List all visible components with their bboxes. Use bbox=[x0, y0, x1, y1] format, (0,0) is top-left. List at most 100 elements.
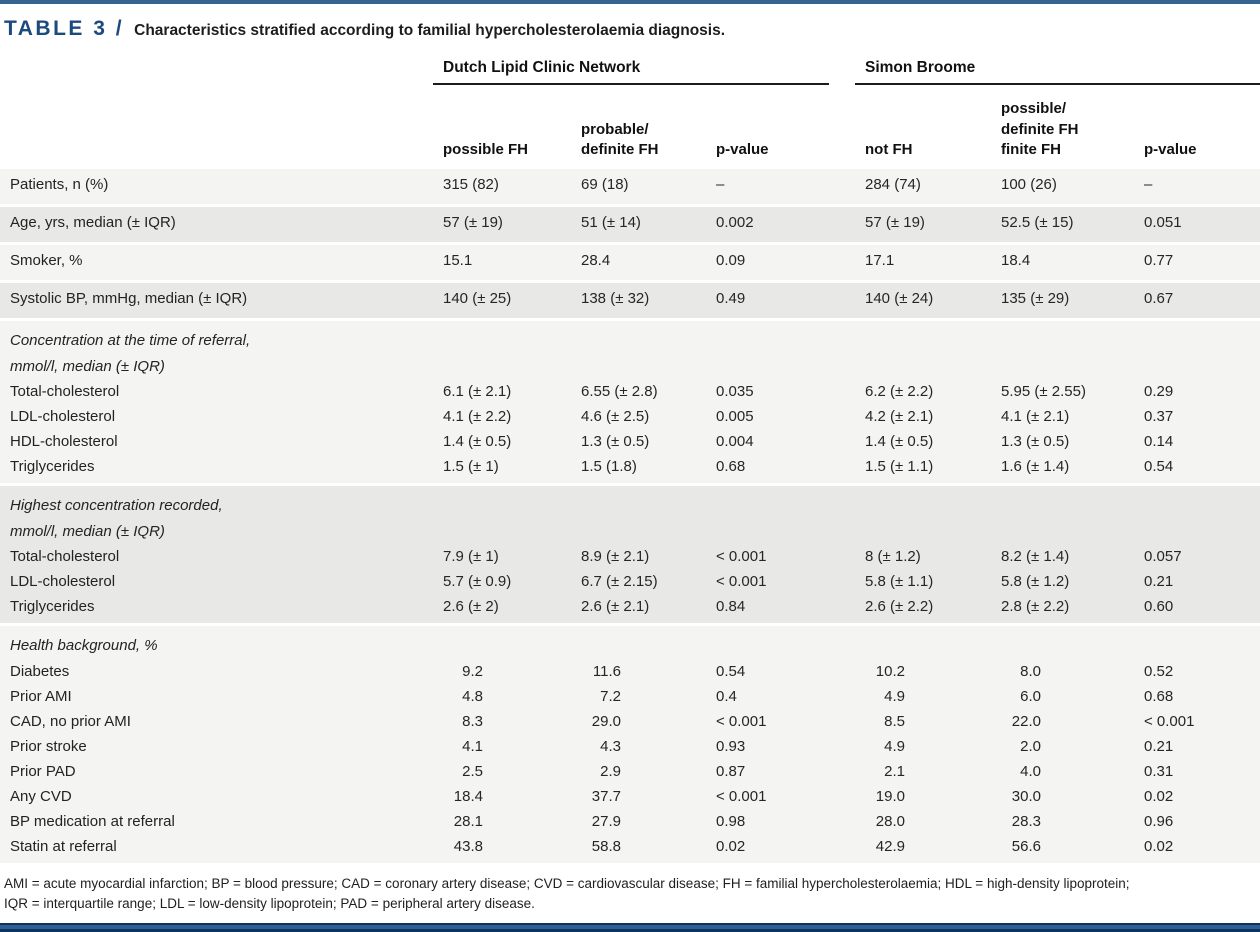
cell-value: 0.96 bbox=[1144, 812, 1174, 830]
cell-value: 5.7 (± 0.9) bbox=[443, 573, 512, 591]
cell-value: 4.0 bbox=[991, 761, 1134, 783]
cell-value: 28.4 bbox=[581, 251, 611, 269]
cell-value: 0.60 bbox=[1144, 598, 1174, 616]
cell-value: 1.3 (± 0.5) bbox=[581, 433, 650, 451]
group-header-dutch-lipid-clinic-network: Dutch Lipid Clinic Network bbox=[433, 59, 829, 85]
cell-value: 28.1 bbox=[433, 811, 571, 833]
row-label: Total-cholesterol bbox=[10, 548, 120, 566]
cell-value: 6.0 bbox=[991, 686, 1134, 708]
table-row: Prior PAD 2.5 2.9 0.87 2.1 4.0 0.31 bbox=[0, 760, 1260, 785]
numeric-value: 18.4 bbox=[453, 787, 483, 805]
cell-value: 0.004 bbox=[716, 433, 754, 451]
cell-value: 57 (± 19) bbox=[865, 213, 925, 231]
col-possible-definite-fh-sb: possible/ definite FH finite FH bbox=[1001, 100, 1079, 158]
cell-value: 1.5 (1.8) bbox=[581, 458, 637, 476]
numeric-value: 2.1 bbox=[884, 762, 905, 780]
cell-value: 4.1 (± 2.2) bbox=[443, 408, 512, 426]
table-row-block: Patients, n (%) 315 (82) 69 (18) – 284 (74) 1… bbox=[0, 169, 1260, 204]
cell-value: 56.6 bbox=[991, 836, 1134, 858]
table-row: Patients, n (%) 315 (82) 69 (18) – 284 (74) 1… bbox=[0, 169, 1260, 201]
col-probable-definite-fh: probable/ definite FH bbox=[581, 120, 659, 158]
cell-value: 6.55 (± 2.8) bbox=[581, 383, 658, 401]
cell-value: 2.1 bbox=[855, 761, 991, 783]
cell-value: 9.2 bbox=[433, 661, 571, 683]
cell-value: 29.0 bbox=[571, 711, 706, 733]
numeric-value: 28.0 bbox=[875, 812, 905, 830]
table-section: Health background, % Diabetes 9.2 11.6 0.54 1… bbox=[0, 626, 1260, 863]
numeric-value: 30.0 bbox=[1011, 787, 1041, 805]
table-row: Prior stroke 4.1 4.3 0.93 4.9 2.0 0.21 bbox=[0, 735, 1260, 760]
cell-value: 1.5 (± 1) bbox=[443, 458, 499, 476]
row-label: Patients, n (%) bbox=[10, 175, 109, 193]
cell-value: – bbox=[716, 175, 725, 193]
table-row: Statin at referral 43.8 58.8 0.02 42.9 56.6 0.… bbox=[0, 835, 1260, 860]
numeric-value: 8.3 bbox=[462, 712, 483, 730]
cell-value: 0.02 bbox=[1144, 787, 1174, 805]
cell-value: 0.21 bbox=[1144, 573, 1174, 591]
numeric-value: 7.2 bbox=[600, 687, 621, 705]
cell-value: 4.1 (± 2.1) bbox=[1001, 408, 1070, 426]
cell-value: 0.005 bbox=[716, 408, 754, 426]
table-row-block: Age, yrs, median (± IQR) 57 (± 19) 51 (± 1… bbox=[0, 207, 1260, 242]
cell-value: 140 (± 25) bbox=[443, 289, 512, 307]
cell-value: 28.0 bbox=[855, 811, 991, 833]
cell-value: 4.1 bbox=[433, 736, 571, 758]
cell-value: 15.1 bbox=[443, 251, 473, 269]
cell-value: 5.8 (± 1.2) bbox=[1001, 573, 1070, 591]
col-not-fh: not FH bbox=[865, 140, 913, 158]
cell-value: 1.4 (± 0.5) bbox=[443, 433, 512, 451]
cell-value: 42.9 bbox=[855, 836, 991, 858]
cell-value: 1.6 (± 1.4) bbox=[1001, 458, 1070, 476]
table-row: HDL-cholesterol 1.4 (± 0.5) 1.3 (± 0.5) 0.0… bbox=[0, 430, 1260, 455]
cell-value: 10.2 bbox=[855, 661, 991, 683]
cell-value: 1.4 (± 0.5) bbox=[865, 433, 934, 451]
cell-value: < 0.001 bbox=[716, 573, 767, 591]
cell-value: < 0.001 bbox=[716, 712, 767, 730]
table-row: LDL-cholesterol 5.7 (± 0.9) 6.7 (± 2.15) < … bbox=[0, 570, 1260, 595]
cell-value: 2.8 (± 2.2) bbox=[1001, 598, 1070, 616]
bottom-rule bbox=[0, 923, 1260, 932]
cell-value: 22.0 bbox=[991, 711, 1134, 733]
table-caption: Characteristics stratified according to … bbox=[134, 22, 726, 39]
row-label: Triglycerides bbox=[10, 458, 95, 476]
cell-value: 0.93 bbox=[716, 737, 746, 755]
row-label: LDL-cholesterol bbox=[10, 408, 116, 426]
cell-value: 52.5 (± 15) bbox=[1001, 213, 1074, 231]
numeric-value: 22.0 bbox=[1011, 712, 1041, 730]
table-row: Total-cholesterol 6.1 (± 2.1) 6.55 (± 2.8)… bbox=[0, 380, 1260, 405]
cell-value: 2.6 (± 2.2) bbox=[865, 598, 934, 616]
cell-value: 5.8 (± 1.1) bbox=[865, 573, 934, 591]
numeric-value: 8.5 bbox=[884, 712, 905, 730]
cell-value: 0.31 bbox=[1144, 762, 1174, 780]
numeric-value: 43.8 bbox=[453, 837, 483, 855]
numeric-value: 27.9 bbox=[591, 812, 621, 830]
cell-value: 4.9 bbox=[855, 736, 991, 758]
numeric-value: 6.0 bbox=[1020, 687, 1041, 705]
cell-value: 0.14 bbox=[1144, 433, 1174, 451]
numeric-value: 19.0 bbox=[875, 787, 905, 805]
cell-value: 0.67 bbox=[1144, 289, 1174, 307]
numeric-value: 2.5 bbox=[462, 762, 483, 780]
cell-value: < 0.001 bbox=[716, 548, 767, 566]
cell-value: 4.8 bbox=[433, 686, 571, 708]
column-header-row: possible FH probable/ definite FH p-value n… bbox=[0, 85, 1260, 169]
table-number-label: TABLE 3 / bbox=[4, 17, 125, 40]
table-row: Triglycerides 1.5 (± 1) 1.5 (1.8) 0.68 1.5 (… bbox=[0, 455, 1260, 480]
top-rule bbox=[0, 0, 1260, 4]
table-row: BP medication at referral 28.1 27.9 0.98 28.… bbox=[0, 810, 1260, 835]
cell-value: 0.98 bbox=[716, 812, 746, 830]
table-row: LDL-cholesterol 4.1 (± 2.2) 4.6 (± 2.5) 0.0… bbox=[0, 405, 1260, 430]
footnote-abbreviations: AMI = acute myocardial infarction; BP = … bbox=[4, 875, 1130, 912]
cell-value: 4.3 bbox=[571, 736, 706, 758]
cell-value: 4.2 (± 2.1) bbox=[865, 408, 934, 426]
cell-value: 43.8 bbox=[433, 836, 571, 858]
cell-value: 8 (± 1.2) bbox=[865, 548, 921, 566]
row-label: Smoker, % bbox=[10, 251, 83, 269]
row-label: Age, yrs, median (± IQR) bbox=[10, 213, 176, 231]
numeric-value: 2.0 bbox=[1020, 737, 1041, 755]
group-header-simon-broome: Simon Broome bbox=[855, 59, 1260, 85]
cell-value: 8.3 bbox=[433, 711, 571, 733]
table-row-block: Smoker, % 15.1 28.4 0.09 17.1 18.4 0.77 bbox=[0, 245, 1260, 280]
row-label: Prior PAD bbox=[10, 762, 76, 780]
col-possible-fh: possible FH bbox=[443, 140, 529, 158]
